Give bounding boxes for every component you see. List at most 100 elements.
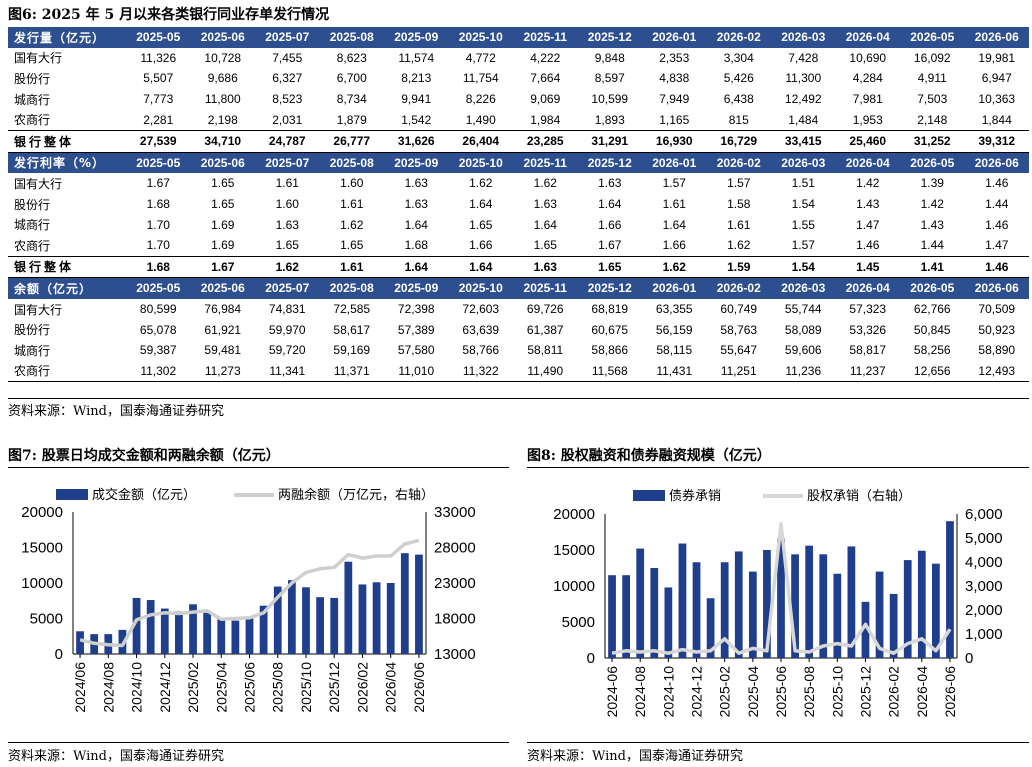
- month-header-cell: 2025-10: [448, 152, 513, 174]
- x-tick-label: 2025/08: [270, 662, 286, 713]
- bar: [720, 562, 729, 658]
- bar: [372, 582, 381, 654]
- table-cell: 59,481: [204, 343, 242, 358]
- table-cell: 8,734: [336, 92, 367, 107]
- month-header-cell: 2025-07: [255, 152, 320, 174]
- table-cell: 4,772: [465, 50, 496, 65]
- total-cell: 1.54: [771, 255, 836, 279]
- table-cell: 1.65: [211, 197, 235, 212]
- bar: [664, 587, 673, 658]
- month-header-cell: 2025-11: [513, 277, 578, 299]
- fig7-bottom-rule: [8, 742, 509, 743]
- section-header-label: 余额（亿元）: [8, 277, 126, 299]
- table-cell: 1.70: [146, 217, 170, 232]
- table-cell: 1.62: [533, 176, 557, 191]
- table-cell: 11,251: [706, 360, 771, 383]
- table-cell: 1.46: [985, 176, 1009, 191]
- row-label: 股份行: [14, 71, 51, 86]
- table-cell: 1.69: [211, 217, 235, 232]
- month-header-cell: 2026-04: [835, 277, 900, 299]
- month-header-cell: 2025-09: [384, 277, 449, 299]
- table-cell: 1.39: [920, 176, 944, 191]
- row-label: 农商行: [14, 113, 51, 128]
- table-cell: 61,387: [526, 322, 564, 337]
- month-header-cell: 2026-06: [964, 152, 1029, 174]
- month-header-cell: 2026-03: [771, 277, 836, 299]
- bar: [777, 538, 785, 658]
- fig8-bottom-rule: [527, 742, 1029, 743]
- table-cell: 815: [728, 112, 749, 127]
- table-cell: 1,165: [659, 112, 690, 127]
- table-row: 农商行 11,302 11,273 11,341 11,371 11,010 11,322 1…: [8, 360, 1029, 383]
- month-header-cell: 2026-02: [706, 277, 771, 299]
- row-label: 城商行: [14, 343, 51, 358]
- table-cell: 58,089: [784, 322, 822, 337]
- table-cell: 1,542: [401, 112, 432, 127]
- y-right-tick-label: 2,000: [965, 602, 1003, 619]
- table-cell: 9,941: [401, 92, 432, 107]
- line-series: [79, 538, 420, 648]
- total-cell: 1.63: [513, 255, 578, 279]
- total-cell: 16,729: [706, 129, 771, 153]
- section-header-row: 发行量（亿元） 2025-05 2025-06 2025-07 2025-08 2025-…: [8, 27, 1029, 48]
- table-cell: 58,817: [849, 343, 887, 358]
- table-cell: 12,492: [784, 92, 822, 107]
- table-cell: 74,831: [268, 302, 306, 317]
- legend-bar-label: 债券承销: [669, 488, 721, 503]
- x-tick-label: 2024-10: [660, 666, 676, 718]
- month-header-cell: 2025-06: [190, 27, 255, 48]
- month-header-cell: 2026-01: [642, 277, 707, 299]
- table-cell: 1.42: [856, 176, 880, 191]
- month-header-cell: 2025-06: [190, 277, 255, 299]
- table-cell: 11,800: [204, 92, 241, 107]
- table-cell: 1.47: [856, 217, 880, 232]
- bar: [819, 554, 828, 658]
- table-cell: 11,431: [642, 360, 707, 383]
- table-row: 农商行 2,281 2,198 2,031 1,879 1,542 1,490 1,984 1,…: [8, 109, 1029, 130]
- table-cell: 4,222: [530, 50, 561, 65]
- x-tick-label: 2025-08: [801, 666, 817, 718]
- table-cell: 11,300: [785, 71, 822, 86]
- x-tick-label: 2024/12: [157, 662, 173, 713]
- fig7-title: 图7: 股票日均成交金额和两融余额（亿元）: [8, 448, 280, 464]
- table-cell: 2,198: [207, 112, 238, 127]
- table-cell: 55,647: [720, 343, 758, 358]
- y-left-tick-label: 10000: [21, 575, 63, 592]
- y-right-tick-label: 0: [965, 650, 973, 667]
- y-left-tick-label: 15000: [21, 540, 63, 557]
- table-cell: 1.70: [146, 238, 170, 253]
- table-row: 国有大行 80,599 76,984 74,831 72,585 72,398 72,603…: [8, 299, 1029, 320]
- table-cell: 59,720: [268, 343, 306, 358]
- table-cell: 58,763: [720, 322, 758, 337]
- month-header-cell: 2025-09: [384, 27, 449, 48]
- y-right-tick-label: 23000: [434, 575, 476, 592]
- bar: [132, 597, 141, 654]
- month-header-cell: 2025-11: [513, 152, 578, 174]
- month-header-cell: 2026-05: [900, 27, 965, 48]
- table-cell: 4,911: [917, 71, 947, 86]
- table-cell: 8,597: [594, 71, 625, 86]
- table-cell: 11,326: [140, 50, 177, 65]
- total-cell: 33,415: [771, 129, 836, 153]
- table-cell: 1.58: [727, 197, 751, 212]
- bar: [678, 543, 687, 658]
- y-right-tick-label: 13000: [434, 646, 476, 663]
- table-cell: 8,213: [401, 71, 432, 86]
- table-cell: 10,690: [849, 50, 887, 65]
- table-cell: 60,675: [591, 322, 629, 337]
- table-cell: 1.51: [791, 176, 815, 191]
- table-cell: 11,010: [384, 360, 449, 383]
- x-tick-label: 2025-02: [717, 666, 733, 718]
- table-cell: 59,606: [784, 343, 822, 358]
- table-cell: 11,574: [398, 50, 435, 65]
- y-left-tick-label: 10000: [553, 578, 595, 595]
- table-cell: 1,490: [465, 112, 496, 127]
- y-left-tick-label: 5000: [30, 611, 63, 628]
- table-cell: 11,754: [462, 71, 499, 86]
- bar: [358, 584, 367, 654]
- table-cell: 50,923: [978, 322, 1016, 337]
- table-cell: 1.67: [598, 238, 622, 253]
- table-cell: 50,845: [913, 322, 951, 337]
- month-header-cell: 2025-05: [126, 277, 191, 299]
- table-cell: 59,387: [139, 343, 177, 358]
